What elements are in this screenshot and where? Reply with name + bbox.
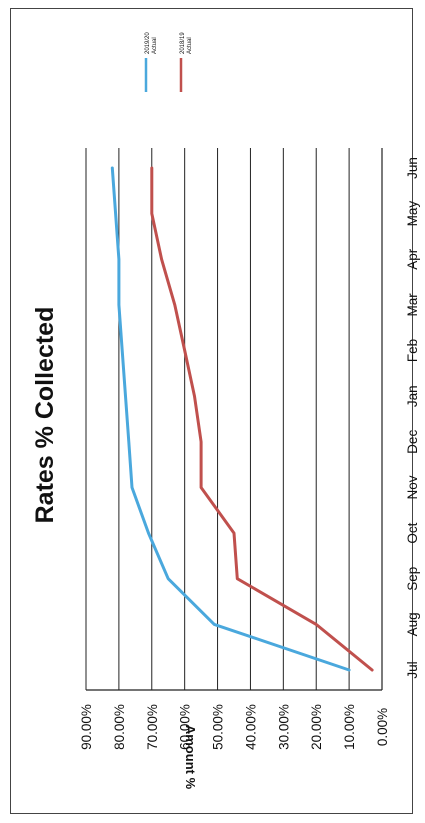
y-tick-label: 10.00%: [342, 704, 357, 750]
x-tick-label: Sep: [405, 567, 420, 591]
y-tick-label: 90.00%: [79, 704, 94, 750]
x-tick-label: Nov: [405, 475, 420, 499]
x-tick-label: Jul: [405, 661, 420, 678]
y-tick-label: 50.00%: [211, 704, 226, 750]
gridlines: [85, 148, 350, 690]
x-tick-label: Aug: [405, 612, 420, 636]
chart-frame: [10, 8, 413, 814]
x-tick-label: Mar: [405, 293, 420, 317]
series-line-2: [150, 166, 374, 672]
series-line-1: [110, 166, 351, 672]
y-tick-label: 60.00%: [178, 704, 193, 750]
legend-label: Actual: [152, 37, 158, 54]
chart-title: Rates % Collected: [31, 307, 59, 524]
legend: 2019/20 Actual 2018/19 Actual: [144, 32, 193, 92]
x-tick-label: Oct: [405, 522, 420, 543]
y-axis-label: Amount %: [183, 725, 198, 790]
x-tick-label: Apr: [405, 248, 420, 270]
y-tick-label: 20.00%: [309, 704, 324, 750]
y-tick-label: 0.00%: [375, 708, 390, 746]
axes: [86, 148, 383, 691]
x-tick-label: Jun: [405, 157, 420, 179]
x-tick-label: Dec: [405, 430, 420, 454]
y-tick-label: 70.00%: [145, 704, 160, 750]
legend-label: 2018/19: [180, 32, 186, 54]
x-tick-label: May: [405, 201, 420, 227]
x-tick-label: Feb: [405, 339, 420, 362]
x-axis-ticks: Jul Aug Sep Oct Nov Dec Jan Feb Mar Apr May Jun: [405, 157, 420, 679]
y-tick-label: 80.00%: [112, 704, 127, 750]
x-tick-label: Jan: [405, 385, 420, 407]
series-lines: [110, 166, 374, 672]
legend-label: 2019/20: [145, 32, 151, 54]
y-tick-label: 40.00%: [243, 704, 258, 750]
y-tick-label: 30.00%: [276, 704, 291, 750]
legend-label: Actual: [187, 37, 193, 54]
y-axis-ticks: 0.00% 10.00% 20.00% 30.00% 40.00% 50.00% 60.00…: [79, 704, 390, 750]
